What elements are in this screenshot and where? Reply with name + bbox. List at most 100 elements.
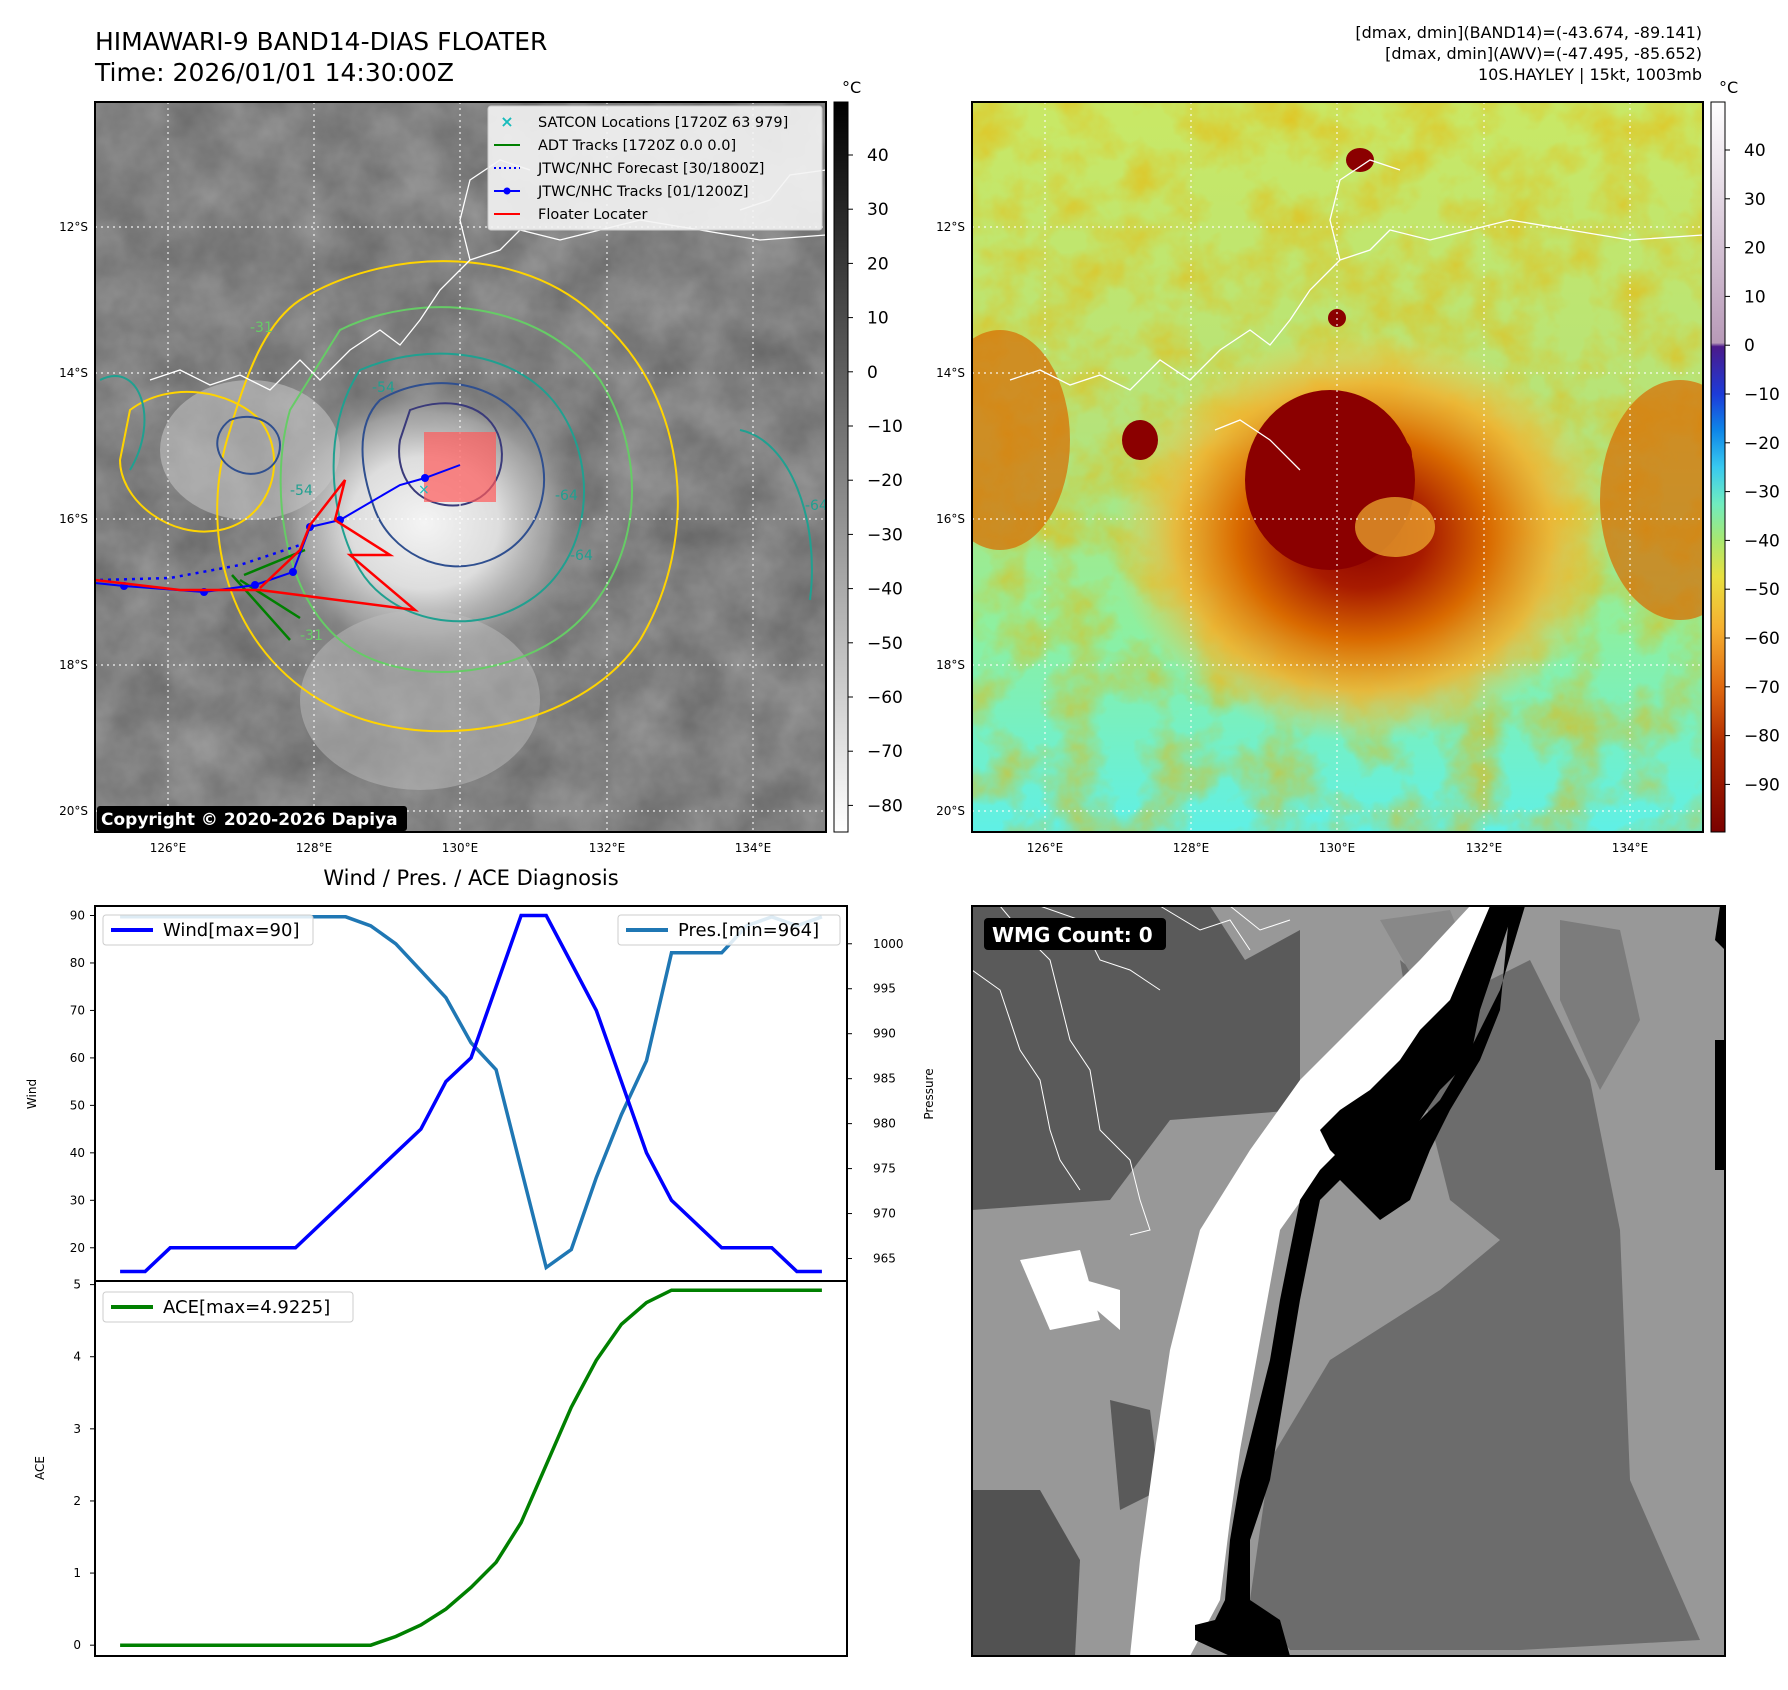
colorbar-tick-label: −10 [1744, 385, 1780, 405]
pressure-tick-label: 1000 [873, 937, 904, 951]
wind-pres-chart: 20 30 40 50 60 70 80 90 965 970 975 980 985 990 995 100… [25, 905, 936, 1282]
storm-info: 10S.HAYLEY | 15kt, 1003mb [1478, 65, 1702, 84]
lat-tick-label: 14°S [936, 366, 965, 380]
legend-entry: JTWC/NHC Forecast [30/1800Z] [494, 161, 764, 177]
pressure-tick-label: 985 [873, 1072, 896, 1086]
ace-tick-label: 1 [73, 1566, 81, 1580]
pressure-tick-label: 995 [873, 982, 896, 996]
colorbar-tick-label: −60 [1744, 629, 1780, 649]
dmax-band14: [dmax, dmin](BAND14)=(-43.674, -89.141) [1355, 23, 1702, 42]
colorbar-tick-label: 30 [1744, 190, 1766, 210]
colorbar-tick-label: −80 [867, 796, 903, 816]
pressure-tick-label: 965 [873, 1252, 896, 1266]
legend-marker-icon: × [500, 112, 513, 131]
floater-box [424, 432, 496, 502]
colorbar-tick-label: 20 [1744, 239, 1766, 259]
pressure-axis-label: Pressure [922, 1068, 936, 1119]
lon-tick-label: 134°E [1612, 841, 1649, 855]
contour-label: -54 [372, 380, 395, 396]
legend-entry: JTWC/NHC Tracks [01/1200Z] [494, 184, 749, 200]
contour-label: -64 [555, 488, 578, 504]
figure-title: HIMAWARI-9 BAND14-DIAS FLOATER [95, 27, 547, 56]
contour-label: -64 [570, 548, 593, 564]
legend-label: Pres.[min=964] [678, 920, 819, 941]
jtwc-forecast-line [99, 543, 301, 582]
wv-map-panel [971, 101, 1704, 833]
contour-label: -54 [290, 483, 313, 499]
legend-label: Wind[max=90] [163, 920, 300, 941]
wind-tick-label: 20 [70, 1241, 85, 1255]
colorbar-tick-label: −60 [867, 688, 903, 708]
lat-tick-label: 20°S [59, 804, 88, 818]
legend-entry: Floater Locater [494, 207, 647, 223]
lat-tick-label: 12°S [59, 220, 88, 234]
lat-tick-label: 18°S [936, 658, 965, 672]
lon-tick-label: 130°E [442, 841, 479, 855]
colorbar-tick-label: −50 [1744, 580, 1780, 600]
legend-label: JTWC/NHC Tracks [01/1200Z] [537, 184, 749, 200]
diagnosis-title: Wind / Pres. / ACE Diagnosis [323, 866, 618, 890]
colorbar-tick-label: −40 [1744, 531, 1780, 551]
colorbar-tick-label: −70 [867, 742, 903, 762]
ir-map-panel: -31 -54 -64 -64 -54 -31 -64 [94, 101, 828, 833]
legend-label: JTWC/NHC Forecast [30/1800Z] [537, 161, 764, 177]
colorbar-tick-label: 10 [867, 309, 889, 329]
wind-tick-label: 60 [70, 1051, 85, 1065]
pressure-tick-label: 990 [873, 1027, 896, 1041]
lat-tick-label: 18°S [59, 658, 88, 672]
floater-locater-line [95, 479, 420, 612]
wind-tick-label: 70 [70, 1003, 85, 1017]
colorbar-tick-label: −40 [867, 580, 903, 600]
wmg-panel: WMG Count: 0 [971, 905, 1726, 1657]
ir-legend: × SATCON Locations [1720Z 63 979] ADT Trac… [487, 105, 823, 231]
colorbar-tick-label: −30 [1744, 483, 1780, 503]
pressure-tick-label: 970 [873, 1207, 896, 1221]
figure-time: Time: 2026/01/01 14:30:00Z [94, 58, 454, 87]
lon-tick-label: 128°E [296, 841, 333, 855]
wind-tick-label: 40 [70, 1146, 85, 1160]
lon-tick-label: 126°E [1027, 841, 1064, 855]
wind-axis-label: Wind [25, 1079, 39, 1109]
legend-label: ADT Tracks [1720Z 0.0 0.0] [538, 138, 736, 154]
colorbar-tick-label: −50 [867, 634, 903, 654]
colorbar-tick-label: −30 [867, 525, 903, 545]
lon-tick-label: 132°E [1466, 841, 1503, 855]
colorbar-tick-label: −90 [1744, 775, 1780, 795]
colorbar-tick-label: −20 [1744, 434, 1780, 454]
contour-label: -31 [300, 628, 323, 644]
legend-label: Floater Locater [538, 207, 647, 223]
legend-label: SATCON Locations [1720Z 63 979] [538, 115, 788, 131]
satcon-marker: × [418, 482, 430, 498]
wmg-count-label: WMG Count: 0 [992, 923, 1153, 947]
lat-tick-label: 20°S [936, 804, 965, 818]
lon-tick-label: 134°E [735, 841, 772, 855]
ace-tick-label: 2 [73, 1494, 81, 1508]
copyright-label: Copyright © 2020-2026 Dapiya [101, 810, 398, 830]
lon-tick-label: 130°E [1319, 841, 1356, 855]
lat-tick-label: 16°S [936, 512, 965, 526]
lat-tick-label: 12°S [936, 220, 965, 234]
lon-tick-label: 128°E [1173, 841, 1210, 855]
colorbar-tick-label: 30 [867, 200, 889, 220]
ace-axis-label: ACE [33, 1456, 47, 1480]
pressure-tick-label: 975 [873, 1162, 896, 1176]
pressure-tick-label: 980 [873, 1117, 896, 1131]
lat-tick-label: 16°S [59, 512, 88, 526]
ace-tick-label: 0 [73, 1638, 81, 1652]
legend-entry: × SATCON Locations [1720Z 63 979] [500, 112, 788, 131]
colorbar-tick-label: 0 [867, 363, 878, 383]
wind-tick-label: 90 [70, 908, 85, 922]
legend-label: ACE[max=4.9225] [163, 1297, 330, 1318]
lon-tick-label: 132°E [589, 841, 626, 855]
colorbar-tick-label: 20 [867, 254, 889, 274]
colorbar-tick-label: −70 [1744, 678, 1780, 698]
ace-tick-label: 4 [73, 1350, 81, 1364]
pressure-legend: Pres.[min=964] [617, 914, 841, 946]
colorbar-tick-label: 40 [867, 146, 889, 166]
ace-tick-label: 3 [73, 1422, 81, 1436]
wind-tick-label: 80 [70, 956, 85, 970]
legend-marker-icon [503, 187, 511, 195]
contour-label: -64 [805, 498, 828, 514]
legend-entry: ADT Tracks [1720Z 0.0 0.0] [494, 138, 736, 154]
